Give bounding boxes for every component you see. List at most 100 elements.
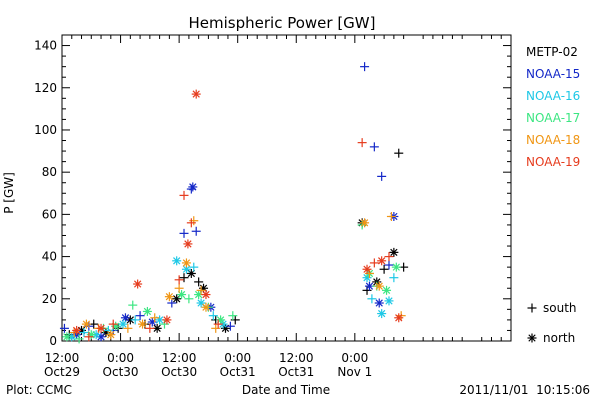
marker-stroke (189, 183, 197, 191)
y-axis-label: P [GW] (2, 172, 16, 214)
x-tick-label-time: 12:00 (45, 351, 80, 365)
point-noaa-17 (184, 294, 194, 304)
marker-stroke (97, 333, 105, 341)
point-noaa-17 (391, 262, 401, 272)
plot-frame (61, 34, 512, 342)
x-tick-label-date: Oct31 (220, 365, 256, 379)
marker-stroke (382, 286, 391, 295)
marker-stroke (143, 307, 152, 316)
y-tick-label: 100 (34, 123, 57, 137)
legend-marker-label-north: north (543, 331, 575, 345)
legend-item-noaa-16: NOAA-16 (526, 89, 580, 103)
x-tick-label-date: Oct29 (44, 365, 80, 379)
point-noaa-18 (164, 292, 174, 302)
marker-stroke (153, 324, 161, 333)
x-tick-label-time: 12:00 (279, 351, 314, 365)
marker-stroke (182, 259, 191, 267)
point-noaa-15 (135, 311, 145, 321)
point-noaa-18 (374, 281, 384, 291)
x-tick-label-date: Oct30 (161, 365, 197, 379)
marker-stroke (219, 320, 227, 328)
point-noaa-18 (189, 216, 199, 226)
point-noaa-18 (81, 319, 91, 329)
point-noaa-18 (196, 285, 206, 295)
point-noaa-19 (108, 319, 118, 329)
point-noaa-16 (155, 315, 165, 325)
x-tick-label-date: Nov 1 (337, 365, 372, 379)
legend-marker-south (527, 303, 537, 313)
point-noaa-18 (201, 302, 211, 312)
marker-stroke (155, 316, 164, 324)
point-noaa-18 (181, 258, 191, 268)
point-metp-02 (230, 315, 240, 325)
point-noaa-19 (179, 190, 189, 200)
point-noaa-18 (386, 211, 396, 221)
point-noaa-16 (130, 315, 140, 325)
point-noaa-19 (213, 319, 223, 329)
point-noaa-19 (84, 332, 94, 342)
point-noaa-19 (369, 258, 379, 268)
point-noaa-18 (174, 283, 184, 293)
point-noaa-15 (374, 298, 384, 308)
point-noaa-19 (96, 323, 106, 333)
point-noaa-15 (360, 62, 370, 72)
point-noaa-19 (145, 323, 155, 333)
marker-stroke (182, 265, 191, 273)
marker-stroke (165, 293, 174, 301)
y-tick-label: 0 (49, 334, 57, 348)
marker-stroke (177, 290, 186, 299)
marker-stroke (528, 334, 536, 342)
marker-stroke (133, 280, 142, 288)
point-noaa-19 (377, 256, 387, 266)
marker-stroke (63, 333, 71, 341)
point-noaa-19 (174, 275, 184, 285)
y-tick-label: 140 (34, 39, 57, 53)
x-tick-label-time: 12:00 (162, 351, 197, 365)
point-noaa-17 (382, 285, 392, 295)
point-noaa-15 (147, 317, 157, 327)
point-noaa-17 (111, 321, 121, 331)
marker-stroke (126, 316, 134, 324)
point-noaa-15 (364, 281, 374, 291)
point-noaa-16 (172, 256, 182, 266)
point-noaa-19 (133, 279, 143, 289)
y-tick-label: 80 (42, 165, 57, 179)
point-metp-02 (389, 247, 399, 257)
point-noaa-15 (377, 171, 387, 181)
point-noaa-15 (384, 260, 394, 270)
marker-stroke (385, 297, 393, 305)
point-noaa-16 (208, 311, 218, 321)
marker-stroke (197, 299, 205, 307)
x-tick-label-time: 0:00 (107, 351, 134, 365)
point-noaa-19 (191, 89, 201, 99)
legend-item-noaa-15: NOAA-15 (526, 67, 580, 81)
marker-stroke (202, 303, 210, 311)
point-noaa-16 (384, 296, 394, 306)
point-noaa-18 (138, 319, 148, 329)
legend-item-noaa-19: NOAA-19 (526, 155, 580, 169)
chart-title: Hemispheric Power [GW] (189, 14, 376, 32)
marker-stroke (72, 326, 81, 335)
legend-item-noaa-18: NOAA-18 (526, 133, 580, 147)
legend-marker-north (527, 333, 537, 343)
point-noaa-19 (72, 325, 82, 335)
footer-credit: Plot: CCMC (6, 383, 72, 397)
x-tick-label-time: 0:00 (224, 351, 251, 365)
legend-item-noaa-17: NOAA-17 (526, 111, 580, 125)
point-noaa-18 (211, 323, 221, 333)
marker-stroke (365, 282, 374, 290)
point-noaa-19 (394, 313, 404, 323)
marker-stroke (97, 324, 105, 333)
y-tick-label: 120 (34, 81, 57, 95)
x-tick-label-time: 0:00 (341, 351, 368, 365)
marker-stroke (378, 257, 386, 265)
point-noaa-17 (86, 330, 96, 340)
point-noaa-19 (357, 138, 367, 148)
legend-marker-label-south: south (543, 301, 577, 315)
point-noaa-18 (106, 330, 116, 340)
point-noaa-17 (142, 306, 152, 316)
point-noaa-15 (179, 228, 189, 238)
point-noaa-17 (74, 334, 84, 344)
point-noaa-15 (369, 142, 379, 152)
point-noaa-19 (183, 239, 193, 249)
